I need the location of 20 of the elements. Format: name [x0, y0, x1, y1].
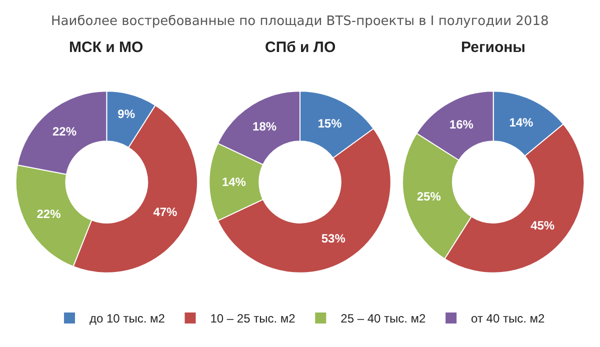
chart-title: МСК и МО: [69, 39, 144, 56]
legend-label: 25 – 40 тыс. м2: [340, 312, 426, 326]
data-label: 9%: [118, 106, 136, 121]
data-label: 18%: [252, 119, 277, 134]
chart-title: СПб и ЛО: [265, 39, 336, 56]
data-label: 22%: [52, 124, 77, 138]
data-label: 16%: [449, 117, 474, 132]
legend-label: от 40 тыс. м2: [471, 312, 546, 326]
text: Наиболее востребованные по площади BTS-проекты в I полугодии 2018: [51, 14, 549, 29]
chart-title: Регионы: [461, 39, 526, 56]
data-label: 22%: [36, 206, 62, 221]
data-label: 14%: [509, 115, 534, 130]
data-label: 53%: [321, 232, 346, 246]
data-label: 14%: [222, 175, 246, 190]
data-label: 15%: [318, 116, 342, 130]
data-label: 47%: [153, 204, 178, 219]
legend-label: до 10 тыс. м2: [90, 312, 166, 326]
data-label: 45%: [530, 218, 555, 233]
legend-label: 10 – 25 тыс. м2: [210, 312, 296, 326]
data-label: 25%: [416, 189, 442, 204]
